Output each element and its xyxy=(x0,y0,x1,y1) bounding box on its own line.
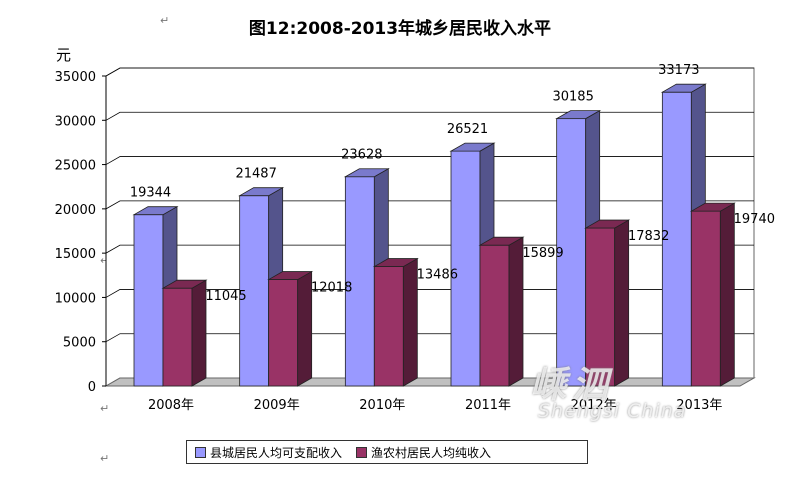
data-label: 19344 xyxy=(130,186,171,201)
data-label: 13486 xyxy=(417,268,458,283)
grid-line xyxy=(105,244,754,254)
return-mark: ↵ xyxy=(100,402,110,415)
bar-top xyxy=(689,202,736,212)
category-label: 2011年 xyxy=(465,398,511,413)
bar-top xyxy=(267,271,314,280)
legend-label-rural: 渔农村居民人均纯收入 xyxy=(371,445,492,460)
data-label: 17832 xyxy=(628,229,669,244)
grid-line xyxy=(105,333,754,343)
grid-line xyxy=(105,200,754,210)
data-label: 30185 xyxy=(552,90,593,105)
y-axis-unit: 元 xyxy=(56,46,72,64)
y-axis-ticks: 0 5000 10000 15000 20000 25000 30000 35000 xyxy=(55,70,106,395)
data-label: 21487 xyxy=(235,167,276,182)
category-label: 2013年 xyxy=(676,398,722,413)
data-label: 11045 xyxy=(205,289,246,304)
bar-top xyxy=(478,236,525,246)
bar-front xyxy=(344,176,375,387)
legend-label-urban: 县城居民人均可支配收入 xyxy=(210,445,343,460)
data-label: 33173 xyxy=(658,63,699,78)
watermark-cn: 嵊泗 xyxy=(530,365,615,406)
return-mark: ↵ xyxy=(100,452,110,465)
y-tick-label: 10000 xyxy=(55,291,96,306)
legend-swatch-rural xyxy=(356,446,368,458)
category-labels: 2008年 2009年 2010年 2011年 2012年 2013年 xyxy=(148,398,722,413)
bar-side xyxy=(191,279,207,387)
legend-swatch-urban xyxy=(195,446,206,458)
grid-line xyxy=(105,67,754,77)
bar-front xyxy=(268,279,299,387)
data-label: 12018 xyxy=(311,281,352,296)
grid-lines xyxy=(105,67,754,343)
data-label: 23628 xyxy=(341,148,382,163)
bar-top xyxy=(238,187,285,197)
category-label: 2008年 xyxy=(148,398,194,413)
watermark-en: Shengsi China xyxy=(538,400,687,422)
data-label: 26521 xyxy=(447,122,488,137)
data-label: 15899 xyxy=(522,246,563,261)
bar-front xyxy=(373,266,404,387)
bars xyxy=(132,83,736,387)
data-label: 19740 xyxy=(734,212,775,227)
category-label: 2010年 xyxy=(359,398,405,413)
bar-top xyxy=(449,142,496,152)
y-tick-label: 25000 xyxy=(55,159,96,174)
legend-item-rural: 渔农村居民人均纯收入 xyxy=(356,444,491,461)
y-tick-label: 5000 xyxy=(63,336,96,351)
bar-top xyxy=(343,168,390,178)
y-tick-label: 35000 xyxy=(55,70,96,85)
grid-line xyxy=(105,156,754,165)
y-tick-label: 15000 xyxy=(55,247,96,262)
bar-side xyxy=(297,270,313,387)
bar-side xyxy=(719,202,735,387)
bar-front xyxy=(133,214,164,387)
y-tick-label: 20000 xyxy=(55,203,96,218)
bar-top xyxy=(372,258,419,267)
category-label: 2009年 xyxy=(254,398,300,413)
bar-top xyxy=(132,206,179,216)
bar-top xyxy=(161,279,208,289)
bar-front xyxy=(450,150,481,387)
legend: 县城居民人均可支配收入 渔农村居民人均纯收入 xyxy=(186,440,588,464)
bar-top xyxy=(660,83,707,93)
y-tick-label: 0 xyxy=(88,380,96,395)
bar-front xyxy=(585,227,616,387)
bar-top xyxy=(555,110,602,120)
bar-top xyxy=(584,219,631,229)
grid-line xyxy=(105,289,754,298)
bar-front xyxy=(239,195,270,387)
category-label: 2012年 xyxy=(571,398,617,413)
chart-title: 图12:2008-2013年城乡居民收入水平 xyxy=(248,19,552,39)
return-mark: ↵ xyxy=(160,14,170,27)
data-labels: 19344 11045 21487 12018 23628 13486 26521 15899… xyxy=(130,63,775,304)
legend-item-urban: 县城居民人均可支配收入 xyxy=(195,444,342,461)
y-tick-label: 30000 xyxy=(55,114,96,129)
return-mark: ↵ xyxy=(100,254,110,267)
watermark: 嵊泗 Shengsi China xyxy=(470,356,720,436)
bar-side xyxy=(402,257,418,387)
bar-front xyxy=(162,287,193,387)
grid-line xyxy=(105,111,754,121)
